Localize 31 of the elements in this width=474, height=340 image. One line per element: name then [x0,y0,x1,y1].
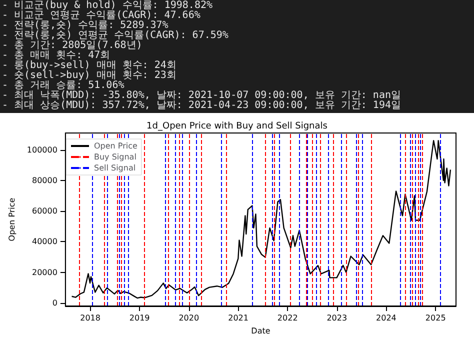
y-tick-label: 80000 [32,176,58,185]
text: - 최대 낙폭(MDD): -35.80%, 날짜: 2021-10-07 09:00:00, 보유 기간: nan일 [2,90,402,101]
text: - 롱(buy->sell) 매매 횟수: 24회 [2,60,178,71]
x-tick-label: 2024 [376,314,396,322]
text: - 총 거래 승률: 51.06% [2,80,124,91]
y-axis-title: Open Price [8,198,16,242]
text: - 전략(롱,숏) 연평균 수익률(CAGR): 67.59% [2,30,230,41]
text: - 비교군 연평균 수익률(CAGR): 47.66% [2,10,202,21]
y-tick-label: 60000 [32,206,58,216]
chart-title: 1d_Open Price with Buy and Sell Signals [146,122,328,132]
text: - 숏(sell->buy) 매매 횟수: 23회 [2,70,178,81]
y-tick-label: 40000 [32,237,58,246]
text: - 총 기간: 2805일(7.68년) [2,40,144,51]
ref-line-label: Buy Signal [94,152,136,162]
text: - 전략(롱,숏) 수익률: 5289.37% [2,20,168,31]
text: - 최대 상승(MDU): 357.72%, 날짜: 2021-04-23 09:00:00, 보유 기간: 194일 [2,100,402,111]
x-tick-label: 2021 [228,314,248,322]
x-tick-label: 2022 [277,314,298,322]
ref-line-label: Sell Signal [94,164,136,172]
text: - 비교군(buy & hold) 수익률: 1998.82% [2,0,214,11]
y-tick-label: 100000 [26,145,58,154]
x-tick-label: 2025 [425,314,446,322]
legend-label: Open Price [94,142,138,150]
x-tick-label: 2019 [129,314,150,322]
text: - 총 매매 횟수: 47회 [2,50,110,61]
x-axis-title: Date [251,326,270,336]
x-tick-label: 2023 [326,314,348,322]
x-tick-label: 2018 [80,314,100,322]
y-tick-label: 20000 [32,268,58,277]
x-tick-label: 2020 [178,314,200,322]
y-tick-label: 0 [52,298,58,308]
